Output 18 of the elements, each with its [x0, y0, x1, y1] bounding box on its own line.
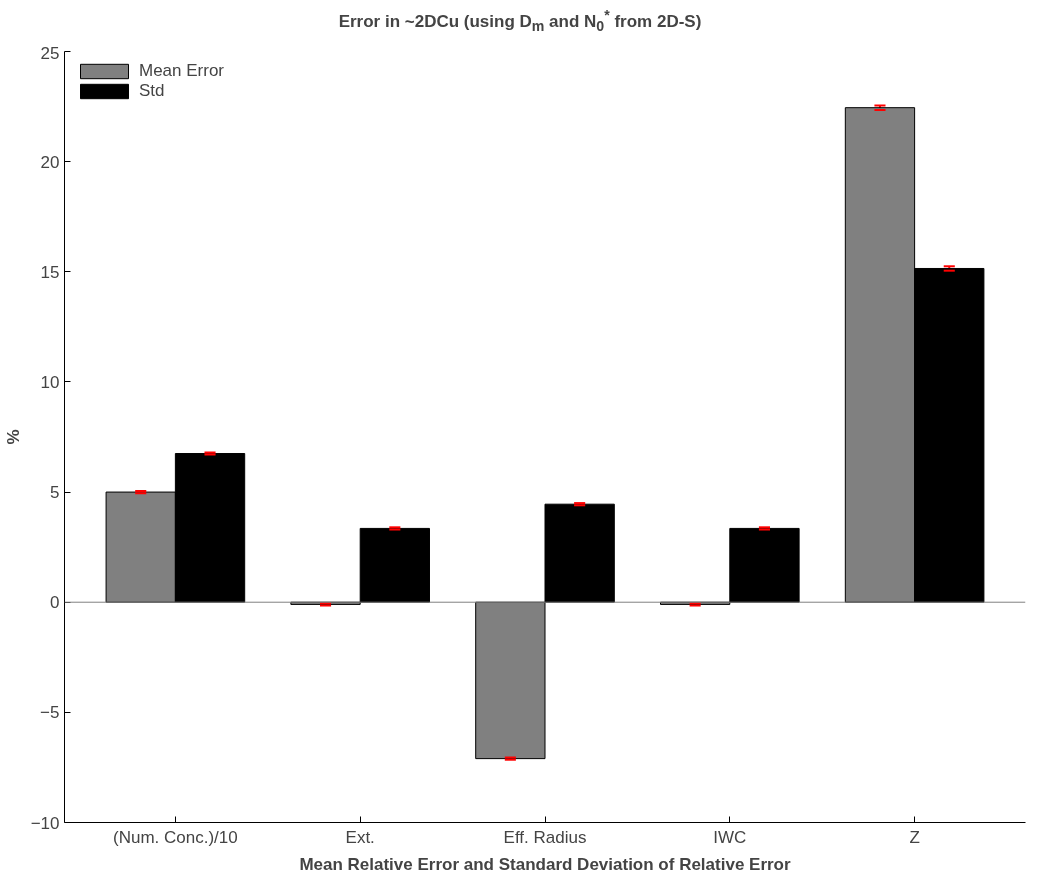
y-tick-label: 25 — [40, 43, 60, 63]
y-tick-label: 5 — [50, 483, 60, 503]
y-axis-title: % — [3, 429, 23, 445]
y-tick-label: 20 — [40, 152, 60, 172]
legend-label: Mean Error — [139, 61, 225, 81]
y-tick-label: 15 — [40, 262, 60, 282]
y-tick-label: −5 — [40, 703, 60, 723]
x-tick-label: Ext. — [345, 827, 375, 847]
x-tick-label: (Num. Conc.)/10 — [113, 827, 238, 847]
x-axis-title: Mean Relative Error and Standard Deviation of Relative Error — [299, 854, 792, 874]
y-tick-label: 0 — [50, 593, 60, 613]
x-tick-label: IWC — [713, 827, 747, 847]
chart-title: Error in ~2DCu (using D$_{m}$ and N$_{0}$$^{*}$ from 2D-S) — [337, 6, 703, 37]
x-tick-label: Eff. Radius — [503, 827, 587, 847]
x-tick-label: Z — [909, 827, 920, 847]
y-tick-label: −10 — [30, 813, 60, 833]
y-tick-label: 10 — [40, 372, 60, 392]
legend-label: Std — [139, 81, 165, 101]
